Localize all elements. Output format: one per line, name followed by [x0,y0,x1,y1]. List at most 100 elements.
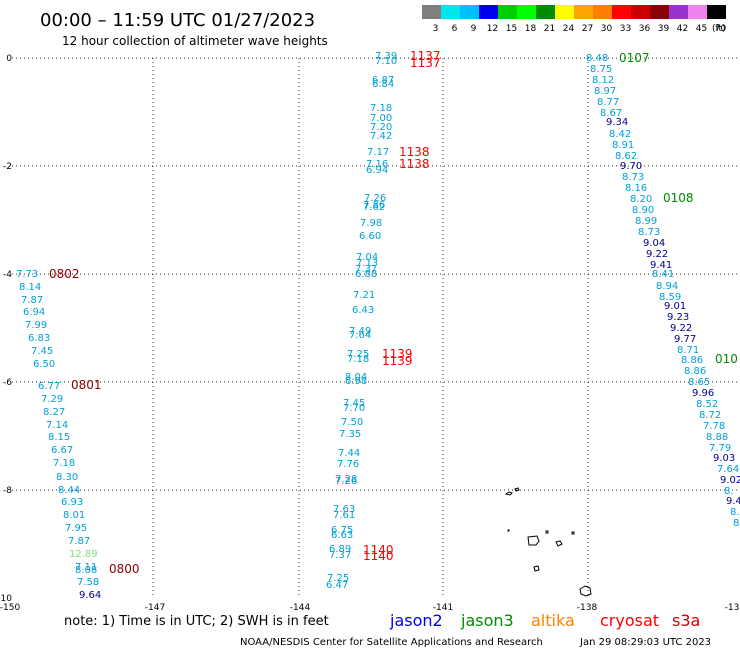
swh-reading: 8.20 [630,194,652,205]
wave-height-readings: 7.738.147.876.947.996.837.456.506.777.29… [16,49,740,601]
swh-reading: 8.27 [43,407,65,418]
swh-reading: 7.61 [333,510,355,521]
legend-swatch [555,5,574,19]
swh-reading: 12.89 [69,549,98,560]
swh-reading: 6.93 [61,497,83,508]
footer-timestamp: Jan 29 08:29:03 UTC 2023 [579,637,711,648]
swh-reading: 7.45 [31,346,53,357]
swh-reading: 6.75 [331,525,353,536]
legend-swatch [517,5,536,19]
swh-reading: 6.43 [352,305,374,316]
swh-reading: 7.28 [335,474,357,485]
island-outline [545,530,549,534]
swh-reading: 7.78 [703,421,725,432]
track-time-label: 1138 [399,145,430,159]
swh-reading: 7.18 [53,458,75,469]
x-tick-label: -138 [577,603,598,613]
swh-reading: 7.11 [75,562,97,573]
legend-swatch [650,5,669,19]
swh-reading: 7.76 [337,459,359,470]
swh-reading: 8.48 [586,53,608,64]
swh-reading: 7.87 [68,536,90,547]
swh-reading: 8.15 [48,432,70,443]
island-outlines [504,487,592,597]
legend-label: 15 [506,24,517,34]
swh-reading: 8.77 [597,97,619,108]
swh-reading: 7.95 [65,523,87,534]
legend-swatch [669,5,688,19]
lat-lon-grid: 0 -2 -4 -6 -8 -10-150 -147 -144 -141 -138 -13 [0,54,740,613]
swh-reading: 7.79 [709,443,731,454]
swh-reading: 8.04 [345,372,367,383]
swh-reading: 9.96 [692,388,714,399]
swh-reading: 8.44 [58,485,80,496]
satellite-label: jason2 [389,611,443,630]
swh-reading: 7.64 [717,464,739,475]
legend-swatch [688,5,707,19]
swh-reading: 8.97 [594,86,616,97]
swh-reading: 6.84 [372,79,394,90]
swh-reading: 9.02 [720,475,740,486]
track-time-label: 0800 [109,562,140,576]
legend-label: 6 [452,24,458,34]
legend-label: 18 [525,24,537,34]
swh-reading: 7.16 [366,159,388,170]
legend-swatch [612,5,631,19]
swh-reading: 7.20 [370,122,392,133]
swh-reading: 7.42 [370,131,392,142]
color-legend: 3 6 9 12 15 18 21 24 27 30 33 36 39 42 45 70(ft) [422,5,726,34]
swh-reading: 9.34 [606,117,628,128]
swh-reading: 8. [724,486,734,497]
swh-reading: 7.17 [367,147,389,158]
y-tick-label: -4 [3,270,12,280]
swh-reading: 9.22 [646,249,668,260]
legend-swatch [707,5,726,19]
swh-reading: 7.26 [364,193,386,204]
y-tick-label: -10 [0,594,12,604]
swh-reading: 7.21 [353,290,375,301]
swh-reading: 7.13 [356,258,378,269]
swh-reading: 7.73 [16,269,38,280]
swh-reading: 6.50 [33,359,55,370]
swh-reading: 6.88 [355,269,377,280]
swh-reading: 7.99 [25,320,47,331]
satellite-label: s3a [672,611,700,630]
swh-reading: 9.70 [620,161,642,172]
swh-reading: 7.49 [349,326,371,337]
map-subtitle: 12 hour collection of altimeter wave hei… [62,34,328,48]
legend-unit: (ft) [712,24,726,34]
swh-reading: 7.63 [333,504,355,515]
swh-reading: 6.94 [23,307,45,318]
island-outline [579,585,592,597]
swh-reading: 8.42 [609,129,631,140]
legend-swatch [498,5,517,19]
y-tick-label: -8 [3,486,12,496]
swh-reading: 9.41 [650,260,672,271]
x-tick-label: -13 [725,603,740,613]
island-outline [514,487,520,492]
swh-reading: 7.45 [343,398,365,409]
x-tick-label: -147 [145,603,165,613]
x-tick-label: -150 [0,603,20,613]
swh-reading: 7.29 [41,394,63,405]
swh-reading: 7.25 [347,349,369,360]
swh-reading: 7.37 [355,264,377,275]
y-tick-label: 0 [6,54,12,64]
satellite-label: jason3 [460,611,514,630]
legend-swatch [422,5,441,19]
track-time-label: 1138 [399,157,430,171]
swh-reading: 6.94 [366,165,388,176]
swh-reading: 9.64 [79,590,101,601]
track-time-label: 0801 [71,378,102,392]
island-outline [507,529,510,532]
swh-reading: 8.62 [615,151,637,162]
island-outline [571,531,575,535]
legend-swatch [593,5,612,19]
swh-reading: 8.88 [706,432,728,443]
x-tick-label: -141 [433,603,453,613]
swh-reading: 6.98 [345,376,367,387]
legend-label: 36 [639,24,651,34]
swh-reading: 8. [730,507,740,518]
footer: note: 1) Time is in UTC; 2) SWH is in fe… [64,611,711,648]
